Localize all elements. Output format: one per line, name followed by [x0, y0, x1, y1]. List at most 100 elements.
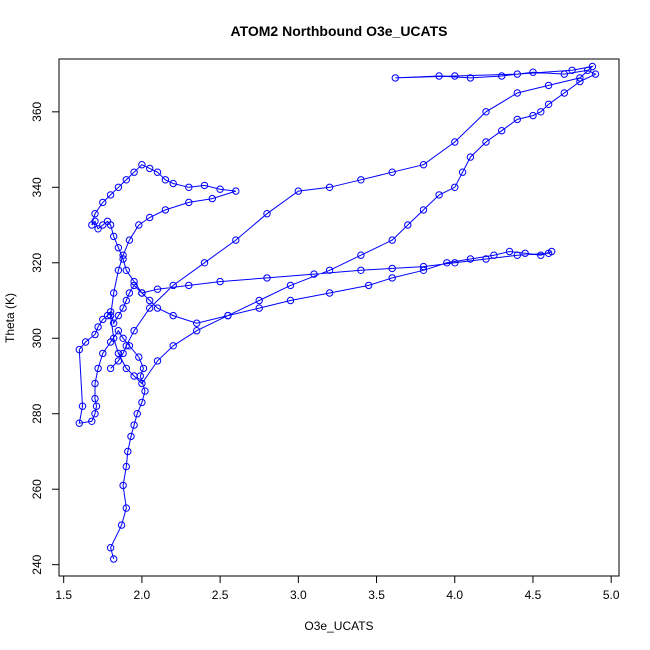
- data-point: [576, 74, 584, 82]
- data-point: [325, 266, 334, 274]
- data-point: [451, 72, 459, 80]
- data-point: [141, 387, 149, 395]
- data-point: [263, 274, 271, 282]
- y-axis-label: Theta (K): [3, 293, 17, 343]
- data-point: [193, 319, 201, 327]
- data-point: [325, 183, 334, 192]
- data-point: [110, 232, 118, 241]
- data-point: [135, 353, 143, 361]
- data-point: [263, 210, 271, 218]
- data-point: [365, 281, 373, 290]
- x-axis: 1.5 2.0 2.5 3.0 3.5 4.0 4.5 5.0: [55, 575, 620, 602]
- data-point: [193, 327, 201, 335]
- data-point: [451, 259, 459, 267]
- data-point: [91, 330, 99, 339]
- data-point: [94, 364, 102, 373]
- data-point: [146, 213, 154, 222]
- data-point: [458, 168, 467, 176]
- data-point: [232, 187, 240, 195]
- data-point: [153, 304, 162, 312]
- data-point: [78, 402, 87, 410]
- data-point: [114, 183, 123, 192]
- data-point: [185, 281, 193, 290]
- y-axis: 240 260 280 300 320 340 360: [30, 102, 60, 575]
- data-point: [81, 338, 90, 346]
- data-point: [88, 221, 96, 229]
- data-point: [130, 421, 138, 429]
- data-point: [451, 138, 459, 146]
- data-point: [169, 342, 177, 350]
- data-point: [388, 236, 396, 244]
- y-tick-label: 340: [30, 177, 44, 197]
- data-point: [119, 481, 127, 490]
- data-point: [388, 168, 396, 176]
- data-point: [110, 289, 118, 297]
- series-line: [78, 65, 597, 560]
- data-point: [130, 281, 138, 290]
- data-point: [130, 168, 138, 176]
- x-tick-label: 3.0: [290, 588, 307, 602]
- data-point: [119, 251, 127, 259]
- data-point: [75, 345, 84, 354]
- data-point: [419, 266, 428, 274]
- data-point: [117, 521, 126, 529]
- data-point: [255, 304, 263, 312]
- data-point: [130, 277, 138, 286]
- data-point: [544, 100, 553, 109]
- data-point: [122, 296, 131, 305]
- data-point: [161, 176, 170, 184]
- data-point: [161, 206, 170, 214]
- data-point: [357, 176, 365, 184]
- data-point: [99, 198, 107, 207]
- data-point: [529, 68, 537, 76]
- series-layer: [75, 62, 600, 563]
- data-point: [122, 176, 131, 184]
- data-point: [139, 364, 148, 373]
- data-point: [560, 70, 568, 78]
- data-point: [310, 270, 318, 278]
- data-point: [114, 266, 123, 274]
- data-point: [99, 315, 107, 324]
- data-point: [138, 161, 146, 169]
- data-point: [103, 217, 112, 226]
- data-point: [110, 334, 118, 342]
- data-point: [114, 244, 123, 252]
- data-point: [513, 251, 521, 259]
- data-point: [133, 410, 141, 418]
- data-point: [521, 249, 529, 258]
- data-point: [106, 544, 115, 552]
- data-point: [125, 289, 134, 297]
- data-point: [114, 349, 123, 358]
- data-point: [91, 394, 99, 403]
- data-point: [119, 334, 127, 342]
- data-point: [286, 281, 295, 290]
- data-point: [122, 364, 131, 373]
- data-point: [294, 187, 302, 195]
- data-point: [114, 357, 123, 365]
- data-point: [466, 153, 475, 161]
- data-point: [498, 127, 506, 135]
- data-point: [185, 198, 193, 207]
- data-point: [122, 504, 131, 512]
- data-point: [537, 251, 545, 259]
- data-point: [106, 364, 115, 373]
- data-point: [110, 555, 118, 563]
- data-point: [419, 206, 428, 214]
- data-point: [216, 277, 224, 286]
- data-point: [388, 264, 396, 273]
- data-point: [88, 417, 96, 425]
- data-point: [482, 138, 490, 146]
- data-point: [146, 296, 154, 305]
- data-point: [138, 379, 146, 388]
- x-tick-label: 4.5: [525, 588, 542, 602]
- data-point: [513, 115, 521, 124]
- data-point: [505, 247, 514, 256]
- data-point: [110, 319, 118, 327]
- data-point: [119, 255, 127, 263]
- data-point: [208, 194, 217, 203]
- data-point: [286, 296, 295, 305]
- data-point: [125, 236, 134, 244]
- data-point: [92, 402, 101, 410]
- data-point: [435, 191, 443, 199]
